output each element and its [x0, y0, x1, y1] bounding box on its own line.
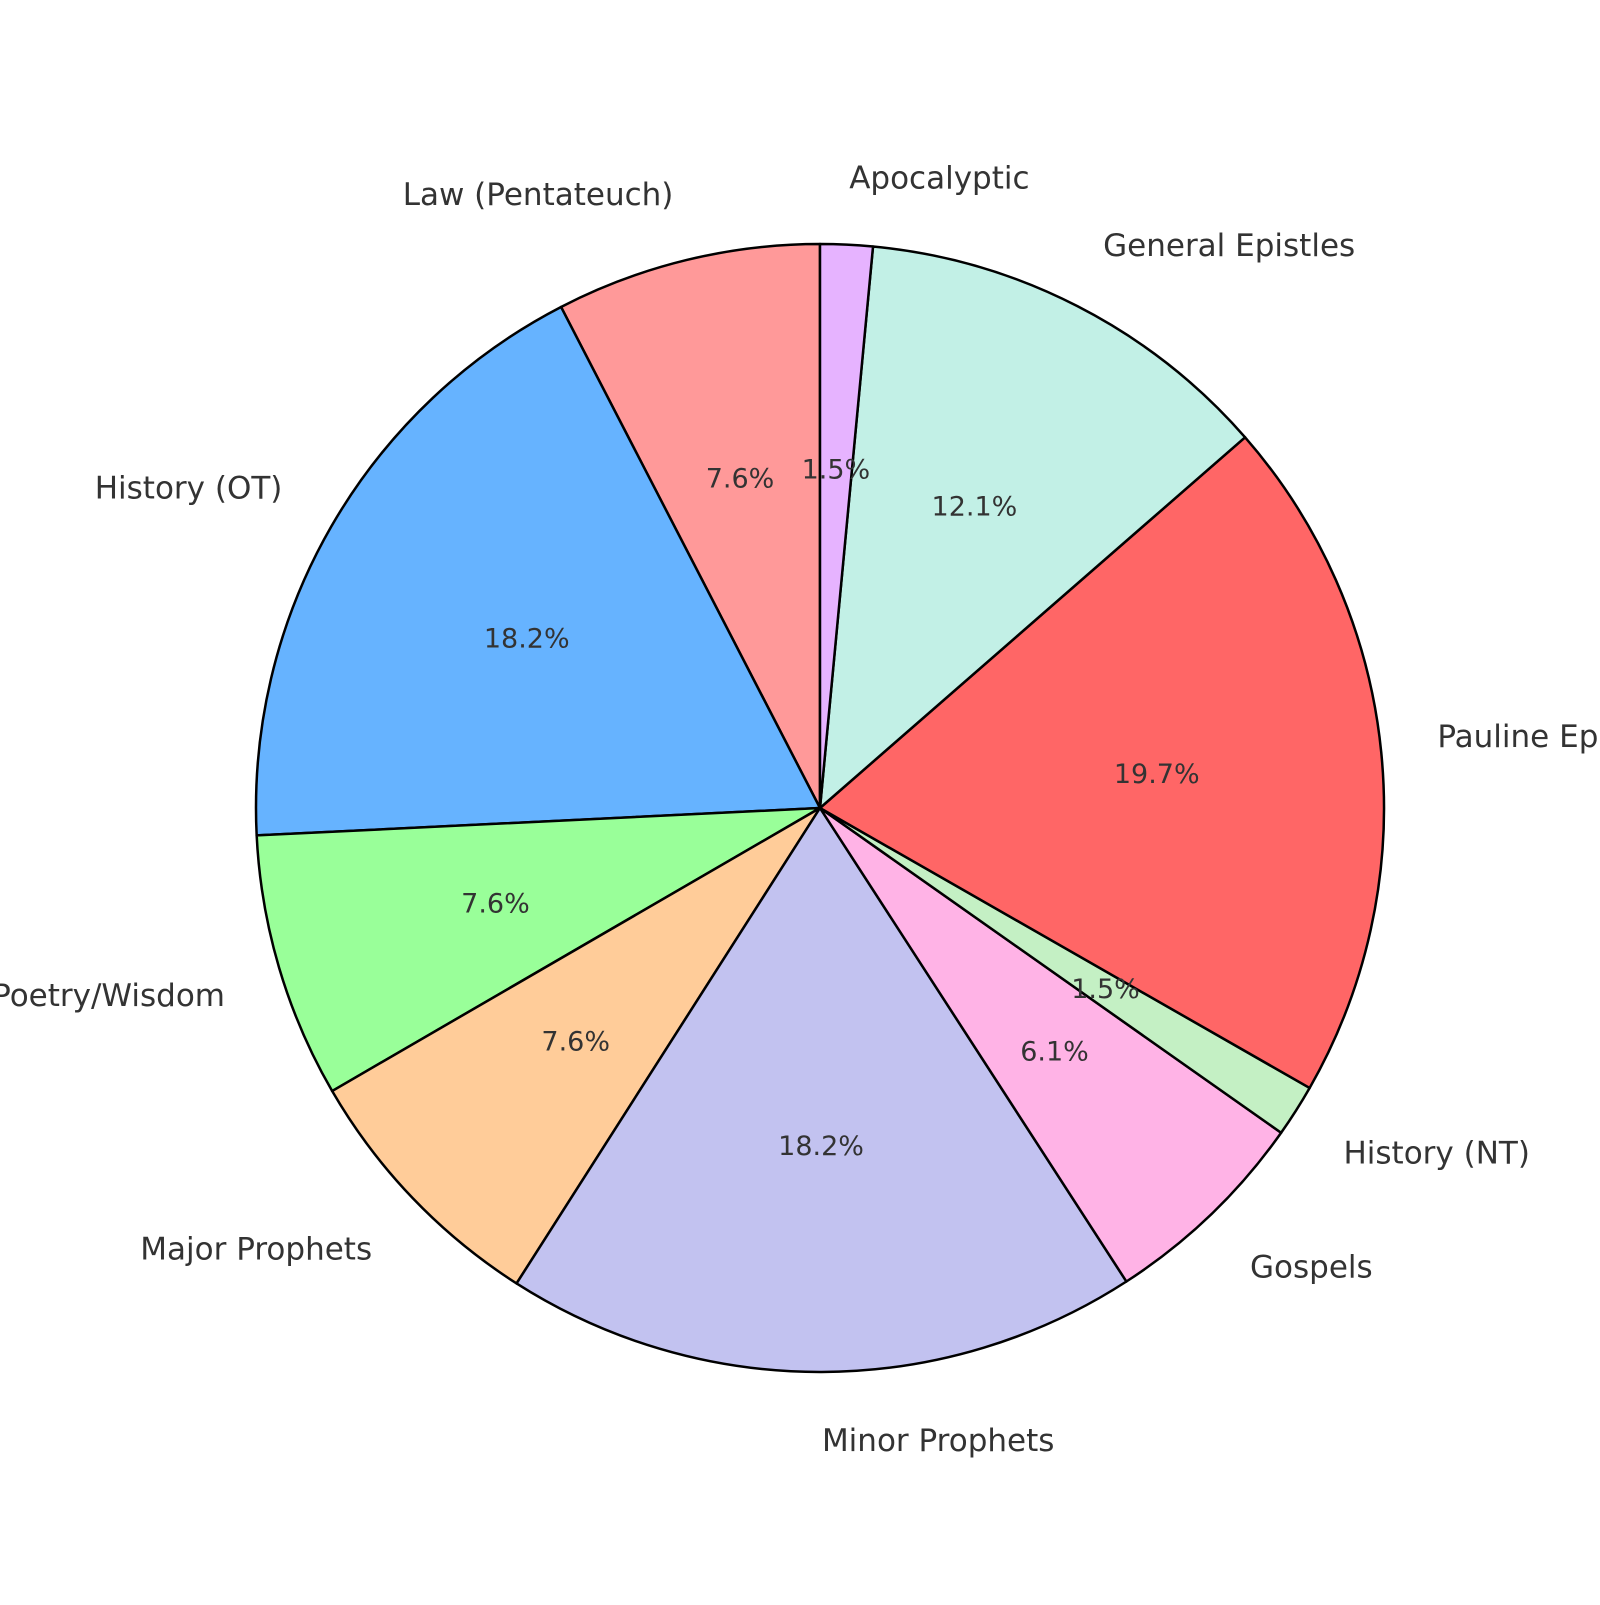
- category-labels: Law (Pentateuch) History (OT) Poetry/Wisdo…: [0, 160, 1600, 1459]
- category-label-apocalyptic: Apocalyptic: [849, 160, 1029, 196]
- pie-slice-law-pentateuch: [559, 242, 822, 810]
- pie-slices: [254, 242, 1386, 1374]
- percent-label-poetry-wisdom: 7.6%: [461, 888, 530, 919]
- category-label-minor-prophets: Minor Prophets: [822, 1423, 1054, 1459]
- pie-slice-gospels: [818, 806, 1283, 1283]
- percent-label-minor-prophets: 18.2%: [778, 1131, 864, 1162]
- category-label-history-nt: History (NT): [1343, 1135, 1529, 1171]
- percent-label-law-pentateuch: 7.6%: [706, 464, 775, 495]
- pie-slice-pauline-epistles: [818, 436, 1386, 1090]
- percent-labels: 7.6% 18.2% 7.6% 7.6% 18.2% 6.1% 1.5% 19.7% 12.1%…: [461, 454, 1199, 1161]
- percent-label-pauline-epistles: 19.7%: [1114, 759, 1200, 790]
- category-label-history-ot: History (OT): [95, 470, 283, 506]
- percent-label-history-nt: 1.5%: [1071, 974, 1140, 1005]
- percent-label-major-prophets: 7.6%: [541, 1027, 610, 1058]
- category-label-law-pentateuch: Law (Pentateuch): [403, 177, 674, 213]
- pie-slice-major-prophets: [330, 806, 822, 1285]
- pie-slice-apocalyptic: [818, 242, 875, 810]
- category-label-gospels: Gospels: [1250, 1250, 1373, 1286]
- category-label-poetry-wisdom: Poetry/Wisdom: [0, 978, 225, 1014]
- category-label-general-epistles: General Epistles: [1103, 228, 1355, 264]
- category-label-pauline-epistles: Pauline Epistles: [1437, 719, 1600, 755]
- percent-label-gospels: 6.1%: [1020, 1036, 1089, 1067]
- percent-label-history-ot: 18.2%: [484, 624, 570, 655]
- category-label-major-prophets: Major Prophets: [140, 1232, 372, 1268]
- pie-slice-poetry-wisdom: [255, 806, 822, 1093]
- pie-slice-history-ot: [254, 305, 822, 837]
- percent-label-apocalyptic: 1.5%: [802, 454, 871, 485]
- percent-label-general-epistles: 12.1%: [932, 491, 1018, 522]
- pie-slice-general-epistles: [818, 245, 1247, 810]
- pie-slice-minor-prophets: [515, 806, 1128, 1374]
